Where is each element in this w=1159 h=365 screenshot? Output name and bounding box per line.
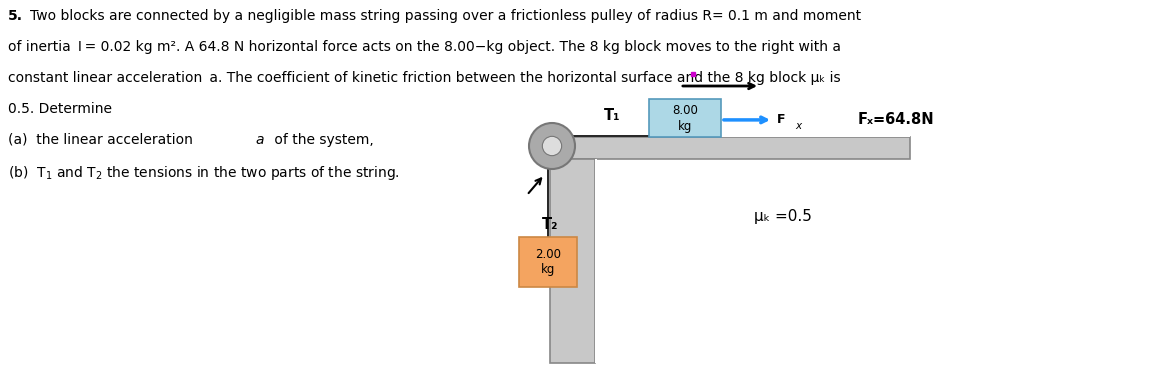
Circle shape: [542, 137, 562, 155]
Bar: [595, 159, 597, 363]
Text: Two blocks are connected by a negligible mass string passing over a frictionless: Two blocks are connected by a negligible…: [30, 9, 861, 23]
Text: 0.5. Determine: 0.5. Determine: [8, 102, 112, 116]
Text: T₂: T₂: [542, 217, 559, 232]
Bar: [519, 237, 577, 287]
Text: of the system,: of the system,: [270, 133, 373, 147]
Text: of inertia  I = 0.02 kg m². A 64.8 N horizontal force acts on the 8.00−kg object: of inertia I = 0.02 kg m². A 64.8 N hori…: [8, 40, 841, 54]
Text: x: x: [795, 121, 801, 131]
Text: constant linear acceleration  a. The coefficient of kinetic friction between the: constant linear acceleration a. The coef…: [8, 71, 840, 85]
Bar: [551, 159, 595, 363]
Bar: [551, 137, 910, 159]
Text: μₖ =0.5: μₖ =0.5: [753, 208, 811, 223]
Text: (b)  T$_1$ and T$_2$ the tensions in the two parts of the string.: (b) T$_1$ and T$_2$ the tensions in the …: [8, 164, 400, 182]
Circle shape: [529, 123, 575, 169]
Text: Fₓ=64.8N: Fₓ=64.8N: [858, 112, 934, 127]
Text: 5.: 5.: [8, 9, 23, 23]
Bar: [551, 135, 910, 137]
Text: F: F: [777, 114, 786, 126]
Text: 2.00
kg: 2.00 kg: [535, 247, 561, 277]
Text: (a)  the linear acceleration: (a) the linear acceleration: [8, 133, 201, 147]
Text: T₁: T₁: [604, 108, 620, 123]
Text: 8.00
kg: 8.00 kg: [672, 104, 698, 132]
Text: a: a: [255, 133, 263, 147]
Bar: [649, 99, 721, 137]
